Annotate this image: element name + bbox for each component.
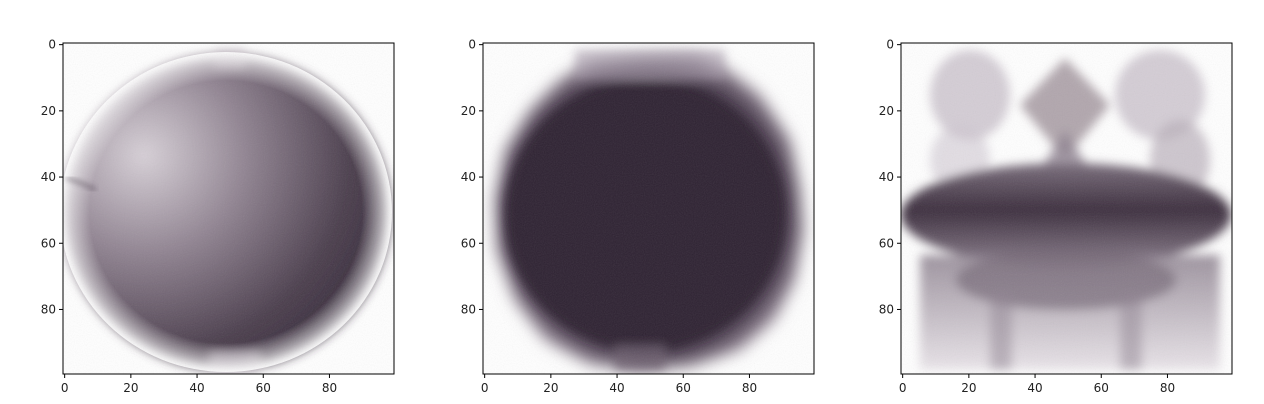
- panel-1-x-tick-label: 80: [322, 381, 337, 395]
- panel-3-x-tick-label: 60: [1094, 381, 1109, 395]
- panel-2-y-tick-label: 60: [461, 236, 476, 250]
- panel-3-y-tick-label: 60: [879, 236, 894, 250]
- panel-1: 0 20 40 60 80 0 20 40 60 80: [41, 38, 395, 395]
- panel-2-x-tick-label: 80: [742, 381, 757, 395]
- panel-2-y-tick-label: 40: [461, 170, 476, 184]
- panel-2-y-tick-label: 80: [461, 302, 476, 316]
- panel-2: 0 20 40 60 80 0 20 40 60 80: [461, 38, 815, 395]
- panel-2-x-tick-label: 60: [676, 381, 691, 395]
- panel-2-frame: [482, 42, 815, 375]
- panel-2-image: [483, 43, 814, 374]
- panel-3-y-tick-label: 80: [879, 302, 894, 316]
- panel-3-y-tick-label: 0: [886, 38, 894, 52]
- panel-2-x-tick-label: 0: [481, 381, 489, 395]
- panel-1-x-tick-label: 0: [61, 381, 69, 395]
- panel-3-x-tick-label: 80: [1160, 381, 1175, 395]
- panel-3-y-tick-label: 20: [879, 104, 894, 118]
- panel-1-frame: [62, 42, 395, 375]
- panel-3: 0 20 40 60 80 0 20 40 60 80: [879, 38, 1233, 395]
- panel-1-x-tick-label: 60: [256, 381, 271, 395]
- panel-3-y-tick-label: 40: [879, 170, 894, 184]
- panel-3-x-tick-label: 40: [1027, 381, 1042, 395]
- panel-2-y-tick-label: 20: [461, 104, 476, 118]
- panel-2-y-tick-label: 0: [468, 38, 476, 52]
- panel-3-image: [901, 43, 1232, 374]
- panel-2-x-tick-label: 20: [543, 381, 558, 395]
- panel-1-axes: 0 20 40 60 80 0 20 40 60 80: [41, 38, 337, 395]
- panel-1-y-tick-label: 80: [41, 302, 56, 316]
- panel-2-x-tick-label: 40: [609, 381, 624, 395]
- panel-1-y-tick-label: 0: [48, 38, 56, 52]
- panel-3-axes: 0 20 40 60 80 0 20 40 60 80: [879, 38, 1175, 395]
- panel-1-y-tick-label: 60: [41, 236, 56, 250]
- panel-3-x-tick-label: 20: [961, 381, 976, 395]
- panel-1-y-tick-label: 20: [41, 104, 56, 118]
- panel-3-x-tick-label: 0: [899, 381, 907, 395]
- panel-2-axes: 0 20 40 60 80 0 20 40 60 80: [461, 38, 757, 395]
- panel-1-y-tick-label: 40: [41, 170, 56, 184]
- panel-1-x-tick-label: 40: [189, 381, 204, 395]
- panel-1-x-tick-label: 20: [123, 381, 138, 395]
- panel-1-image: [63, 43, 394, 374]
- panel-3-frame: [900, 42, 1233, 375]
